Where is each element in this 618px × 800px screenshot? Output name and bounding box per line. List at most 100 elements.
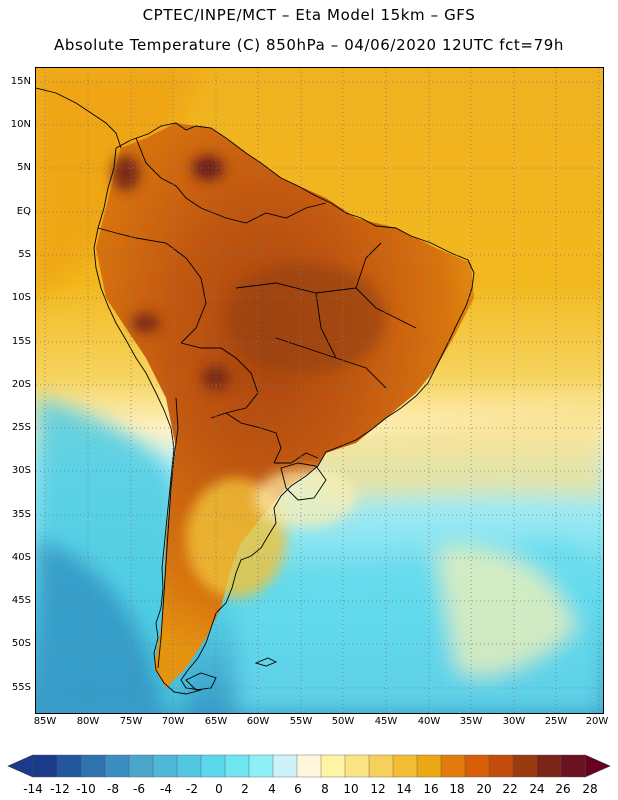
- lat-label: EQ: [16, 206, 31, 217]
- lat-label: 15N: [10, 76, 31, 87]
- legend-value: 6: [294, 782, 302, 796]
- border-argentina-brazil: [274, 452, 319, 464]
- lon-label: 45W: [374, 716, 398, 727]
- lon-label: 35W: [459, 716, 483, 727]
- legend-color-box: [272, 754, 298, 778]
- legend-value: -14: [23, 782, 43, 796]
- legend-color-box: [392, 754, 418, 778]
- legend-color-boxes: [32, 754, 586, 778]
- border-ecuador: [97, 227, 137, 239]
- lat-label: 30S: [11, 465, 31, 476]
- legend-value: 12: [370, 782, 386, 796]
- title-model-line: CPTEC/INPE/MCT – Eta Model 15km – GFS: [142, 6, 476, 24]
- hotspot-peru: [132, 313, 160, 333]
- legend-value: -10: [76, 782, 96, 796]
- falkland-islands: [254, 657, 278, 667]
- border-uruguay: [280, 462, 327, 501]
- legend-color-box: [200, 754, 226, 778]
- lon-label: 70W: [161, 716, 185, 727]
- legend-value: -6: [133, 782, 145, 796]
- lon-label: 65W: [204, 716, 228, 727]
- legend-value: 14: [396, 782, 412, 796]
- border-argentina-chile: [157, 397, 179, 669]
- legend-value: 0: [215, 782, 223, 796]
- legend-color-box: [440, 754, 466, 778]
- border-peru-brazil: [135, 237, 207, 344]
- tierra-del-fuego: [185, 672, 217, 691]
- legend-color-box: [560, 754, 586, 778]
- hot-cores: [112, 155, 386, 598]
- lat-label: 15S: [11, 336, 31, 347]
- country-borders: [36, 87, 475, 695]
- legend-value: -2: [186, 782, 198, 796]
- coastline-south-america: [93, 122, 475, 695]
- lat-label: 10N: [10, 119, 31, 130]
- lon-label: 30W: [502, 716, 526, 727]
- southwest-deep-cold: [36, 538, 166, 713]
- lon-label: 50W: [331, 716, 355, 727]
- legend-value: 28: [582, 782, 598, 796]
- legend-color-box: [104, 754, 130, 778]
- lon-label: 60W: [246, 716, 270, 727]
- central-america-coast: [36, 87, 122, 149]
- lat-label: 20S: [11, 379, 31, 390]
- border-brazil-states: [235, 242, 417, 389]
- legend-color-box: [344, 754, 370, 778]
- legend-value: 8: [321, 782, 329, 796]
- legend-value: 4: [268, 782, 276, 796]
- graticule: [36, 68, 603, 713]
- temperature-shading: [36, 68, 603, 713]
- lon-label: 55W: [289, 716, 313, 727]
- legend-color-box: [464, 754, 490, 778]
- legend-color-box: [80, 754, 106, 778]
- legend-value: 18: [449, 782, 465, 796]
- legend-value: 2: [241, 782, 249, 796]
- legend-color-box: [536, 754, 562, 778]
- legend-color-box: [512, 754, 538, 778]
- legend-value: 24: [529, 782, 545, 796]
- legend-color-box: [128, 754, 154, 778]
- hotspot-colombia: [112, 155, 140, 191]
- legend-color-box: [296, 754, 322, 778]
- title-variable-line: Absolute Temperature (C) 850hPa – 04/06/…: [54, 36, 564, 54]
- uruguay-pale-area: [256, 468, 356, 528]
- lat-label: 35S: [11, 509, 31, 520]
- temperature-map[interactable]: [35, 67, 604, 714]
- hotspot-bolivia: [202, 366, 230, 390]
- lon-label: 80W: [76, 716, 100, 727]
- lon-label: 40W: [417, 716, 441, 727]
- lon-label: 75W: [119, 716, 143, 727]
- color-legend: [0, 748, 618, 800]
- legend-color-box: [248, 754, 274, 778]
- legend-value: -12: [50, 782, 70, 796]
- lat-label: 5N: [17, 162, 31, 173]
- lat-label: 40S: [11, 552, 31, 563]
- lat-label: 5S: [18, 249, 31, 260]
- legend-color-box: [368, 754, 394, 778]
- legend-color-box: [152, 754, 178, 778]
- legend-color-box: [488, 754, 514, 778]
- legend-value: 10: [343, 782, 359, 796]
- legend-color-box: [32, 754, 58, 778]
- legend-value: 16: [423, 782, 439, 796]
- lon-label: 85W: [33, 716, 57, 727]
- lon-label: 25W: [544, 716, 568, 727]
- legend-value: 20: [476, 782, 492, 796]
- border-paraguay: [225, 412, 282, 464]
- legend-color-box: [176, 754, 202, 778]
- border-brazil-north: [200, 202, 327, 224]
- warm-tongue-east: [276, 398, 603, 498]
- lon-label: 20W: [585, 716, 609, 727]
- legend-color-box: [416, 754, 442, 778]
- legend-color-box: [56, 754, 82, 778]
- lat-label: 55S: [11, 682, 31, 693]
- legend-value: 26: [555, 782, 571, 796]
- legend-value: 22: [502, 782, 518, 796]
- hotspot-central-brazil: [226, 263, 386, 373]
- lat-label: 10S: [11, 292, 31, 303]
- lat-label: 25S: [11, 422, 31, 433]
- lat-label: 45S: [11, 595, 31, 606]
- legend-arrow-high: [584, 754, 611, 778]
- legend-value: -4: [160, 782, 172, 796]
- border-bolivia: [180, 342, 259, 419]
